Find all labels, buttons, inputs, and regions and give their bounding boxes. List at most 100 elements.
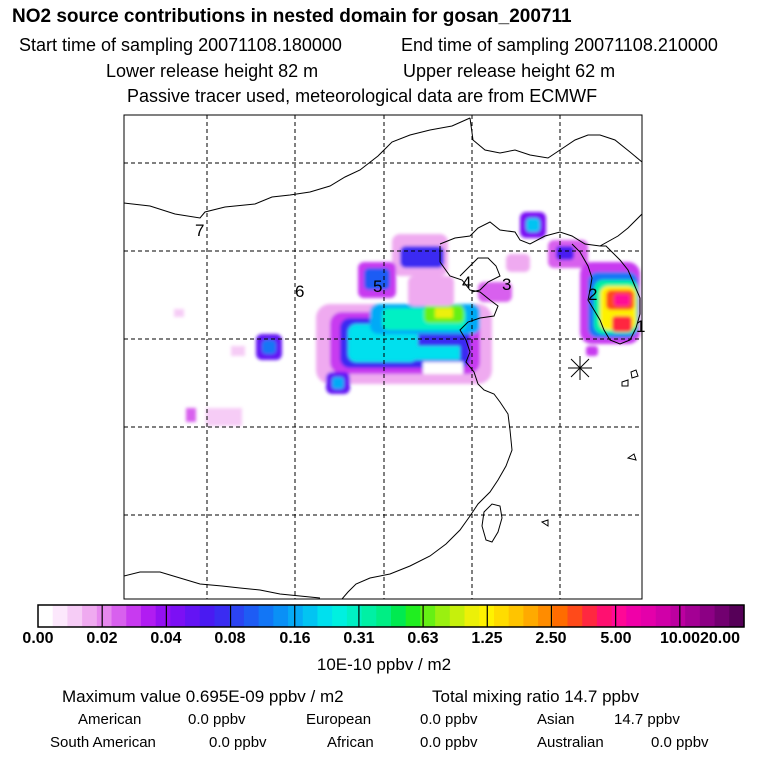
colorbar-cell (96, 605, 113, 627)
colorbar-cell (288, 605, 304, 627)
colorbar-cell (729, 605, 745, 627)
colorbar-cell (449, 605, 466, 627)
colorbar-cell (464, 605, 480, 627)
colorbar-cell (82, 605, 98, 627)
chart-title: NO2 source contributions in nested domai… (12, 6, 572, 27)
colorbar-tick-label: 5.00 (600, 630, 632, 647)
colorbar-cell (67, 605, 83, 627)
colorbar-tick-label: 10.00 (659, 630, 701, 647)
colorbar-cell (111, 605, 127, 627)
colorbar-cell (317, 605, 333, 627)
source-label-6: 6 (295, 282, 304, 301)
colorbar-cell (52, 605, 69, 627)
colorbar-cell (567, 605, 583, 627)
colorbar-cell (523, 605, 539, 627)
colorbar-cells (38, 605, 745, 627)
map-grid (124, 115, 642, 599)
source-label-5: 5 (373, 277, 382, 296)
source-label-7: 7 (195, 221, 204, 240)
colorbar-cell (582, 605, 598, 627)
colorbar-tick-label: 0.02 (86, 630, 118, 647)
source-label-3: 3 (502, 275, 511, 294)
colorbar-cell (229, 605, 245, 627)
european-value: 0.0 ppbv (420, 711, 478, 728)
colorbar-cell (126, 605, 142, 627)
south-american-value: 0.0 ppbv (209, 734, 267, 751)
american-label: American (78, 711, 142, 728)
lower-release-label: Lower release height 82 m (106, 61, 319, 81)
colorbar-cell (273, 605, 289, 627)
american-value: 0.0 ppbv (188, 711, 246, 728)
end-time-label: End time of sampling 20071108.210000 (401, 35, 718, 55)
colorbar-cell (596, 605, 613, 627)
start-time-label: Start time of sampling 20071108.180000 (19, 35, 342, 55)
colorbar-tick-label: 0.04 (150, 630, 182, 647)
colorbar-tick-label: 0.31 (343, 630, 375, 647)
colorbar-cell (552, 605, 569, 627)
colorbar-cell (699, 605, 716, 627)
colorbar-cell (641, 605, 657, 627)
colorbar-cell (302, 605, 319, 627)
colorbar-cell (714, 605, 730, 627)
plume-speck (186, 408, 196, 422)
plume-gap (423, 362, 463, 374)
upper-release-label: Upper release height 62 m (403, 61, 616, 81)
colorbar-tick-label: 20.00 (699, 630, 741, 647)
colorbar-cell (258, 605, 274, 627)
colorbar-cell (214, 605, 230, 627)
colorbar-cell (538, 605, 554, 627)
colorbar-tick-label: 0.63 (407, 630, 439, 647)
colorbar-cell (185, 605, 201, 627)
colorbar-cell (655, 605, 672, 627)
source-label-4: 4 (462, 273, 471, 292)
plume-blob (506, 254, 530, 272)
colorbar-cell (508, 605, 524, 627)
colorbar-cell (391, 605, 407, 627)
colorbar-cell (361, 605, 377, 627)
colorbar-tick-label: 2.50 (535, 630, 567, 647)
plume-blob (526, 218, 540, 232)
colorbar-cell (243, 605, 260, 627)
colorbar-cell (199, 605, 216, 627)
colorbar-tick-label: 1.25 (471, 630, 503, 647)
plume-speck (174, 309, 184, 317)
colorbar-unit: 10E-10 ppbv / m2 (316, 655, 452, 674)
total-mixing-label: Total mixing ratio 14.7 ppbv (432, 687, 639, 706)
colorbar-cell (140, 605, 157, 627)
source-label-2: 2 (588, 285, 597, 304)
colorbar-frame (37, 604, 745, 628)
south-american-label: South American (50, 734, 156, 751)
plume-speck (231, 346, 245, 356)
info-label: Passive tracer used, meteorological data… (127, 86, 598, 106)
colorbar-cell (435, 605, 451, 627)
colorbar-cell (170, 605, 186, 627)
colorbar-cell (420, 605, 436, 627)
station-marker (568, 356, 592, 380)
european-label: European (306, 711, 372, 728)
colorbar-cell (685, 605, 701, 627)
colorbar-cell (38, 605, 54, 627)
source-label-1: 1 (636, 317, 645, 336)
african-value: 0.0 ppbv (420, 734, 478, 751)
african-label: African (327, 734, 374, 751)
plume-hotspot (614, 294, 630, 306)
colorbar-cell (346, 605, 363, 627)
plume-speck (206, 408, 242, 426)
coastline (124, 117, 642, 599)
max-value-label: Maximum value 0.695E-09 ppbv / m2 (62, 687, 344, 706)
colorbar-cell (611, 605, 627, 627)
map-frame (123, 114, 643, 600)
plume-peak (435, 308, 453, 318)
plume-core (400, 346, 460, 360)
colorbar-dividers (101, 605, 681, 627)
colorbar-tick-label: 0.08 (214, 630, 246, 647)
colorbar-cell (155, 605, 171, 627)
plume-outer (408, 276, 454, 306)
plume-blob (332, 377, 344, 389)
australian-value: 0.0 ppbv (651, 734, 709, 751)
plume-blob (586, 346, 598, 356)
plume-blob (262, 340, 276, 354)
colorbar-cell (405, 605, 422, 627)
plume-hotspot (612, 316, 632, 332)
